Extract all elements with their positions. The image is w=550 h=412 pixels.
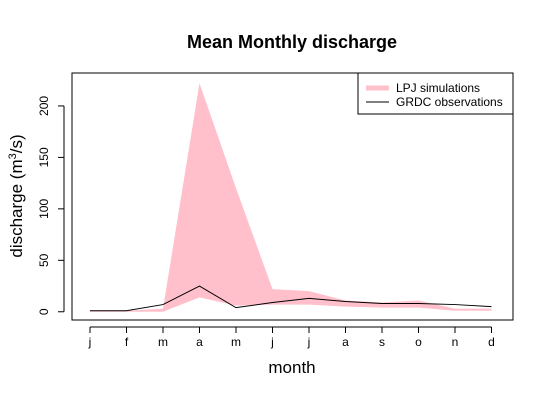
x-tick-label: n [452,335,459,349]
y-tick-label: 150 [37,147,51,167]
y-tick-label: 100 [37,199,51,219]
x-axis-title: month [268,358,315,377]
legend-label-lpj: LPJ simulations [396,81,480,95]
legend-box [357,72,514,115]
y-axis-title: discharge (m3/s) [7,134,26,257]
x-tick-label: j [270,335,274,349]
x-tick-label: j [88,335,92,349]
legend: LPJ simulations GRDC observations [357,72,514,115]
x-tick-label: m [158,335,168,349]
lpj-simulation-band [90,83,492,312]
y-axis-title-tail: /s) [7,134,26,153]
chart-title: Mean Monthly discharge [187,32,397,52]
legend-label-grdc: GRDC observations [396,95,503,109]
grdc-observation-line [90,285,492,312]
x-tick-label: j [307,335,311,349]
y-tick-label: 200 [37,96,51,116]
y-tick-label: 50 [37,253,51,267]
x-tick-label: a [342,335,349,349]
x-tick-label: s [379,335,385,349]
y-axis-title-sup: 3 [7,153,19,159]
x-tick-label: o [415,335,422,349]
plot-frame [71,72,514,321]
x-tick-label: d [488,335,495,349]
x-tick-label: a [196,335,203,349]
x-tick-label: f [125,335,129,349]
y-tick-label: 0 [37,308,51,315]
y-axis-title-main: discharge (m [7,159,26,257]
x-tick-label: m [231,335,241,349]
